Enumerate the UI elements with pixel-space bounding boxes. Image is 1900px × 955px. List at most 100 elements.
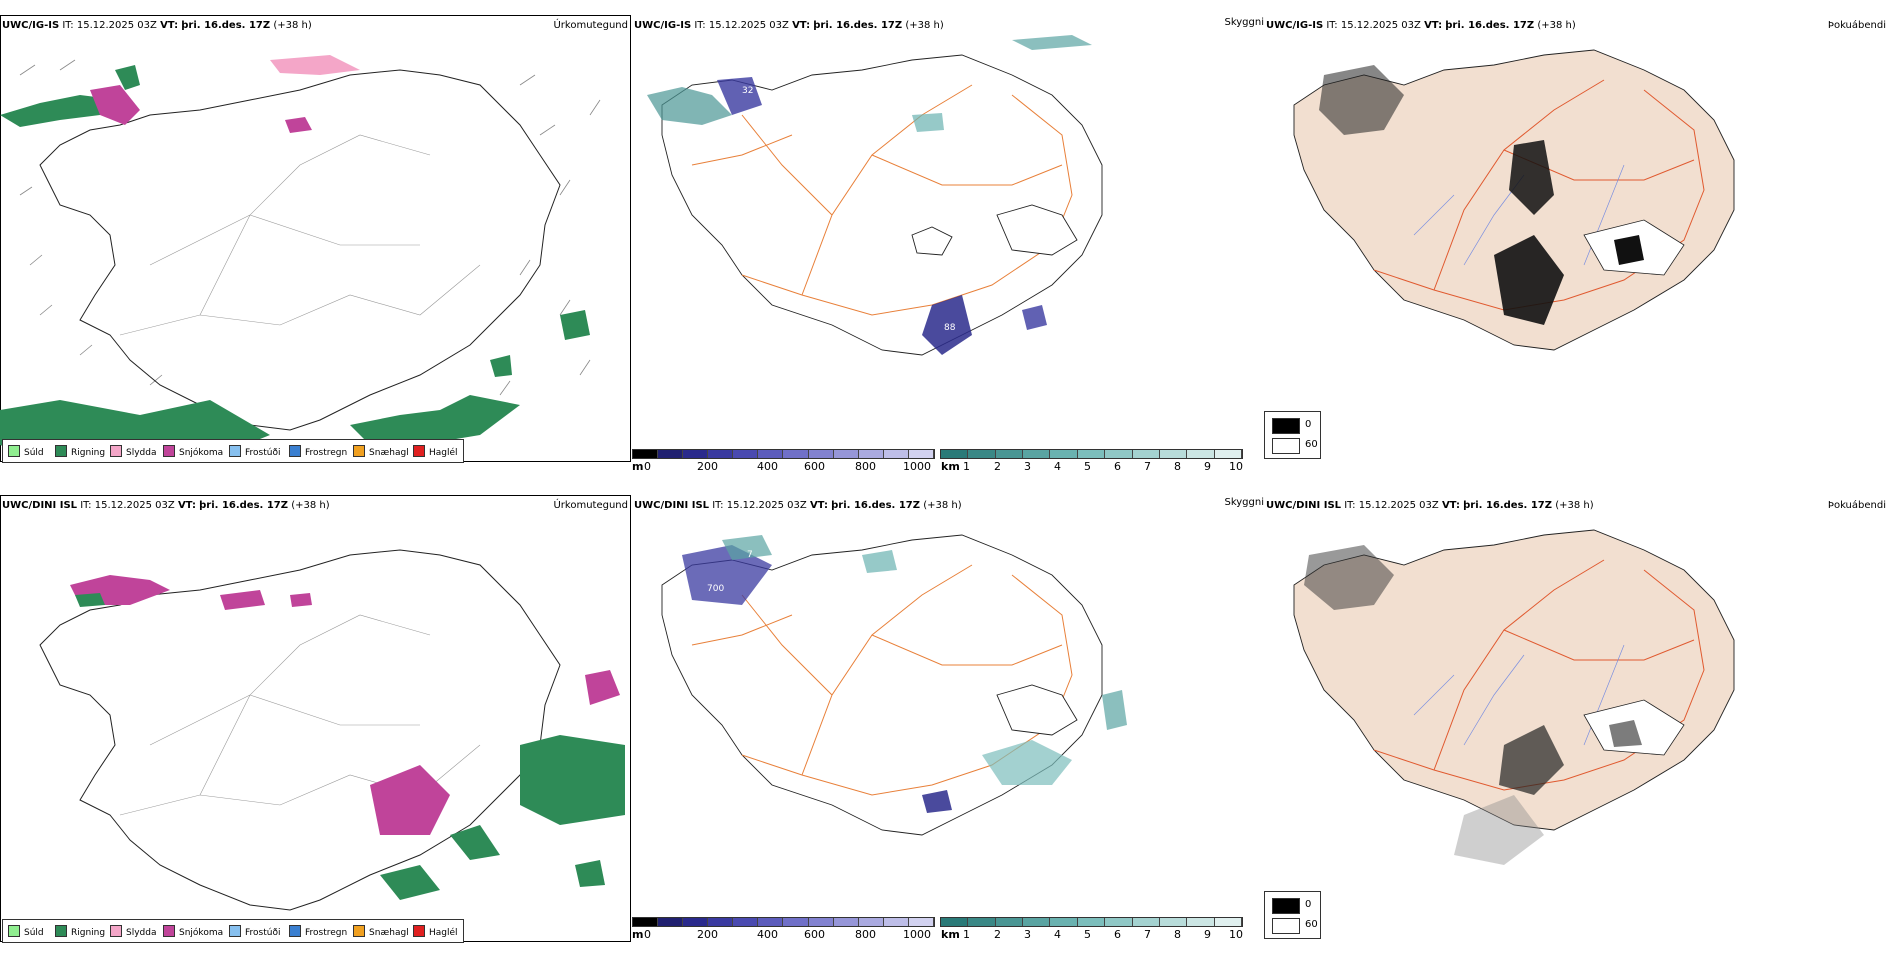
legend-label: Haglél [429,928,458,938]
it-label: IT: [1344,500,1356,511]
colorbar-segment [883,918,909,926]
colorbar-segment [1159,918,1188,926]
visibility-tick: 10 [1229,928,1243,941]
lead-time: (+38 h) [291,500,330,511]
legend-swatch [229,925,241,937]
precip-panel-bottom: UWC/DINI ISL IT: 15.12.2025 03Z VT: þri.… [0,495,632,955]
colorbar-segment [658,450,684,458]
visibility-tick: 10 [1229,460,1243,473]
panel-title: UWC/IG-IS IT: 15.12.2025 03Z VT: þri. 16… [2,20,312,31]
ceiling-tick: 800 [855,928,876,941]
vt-label: VT: [1441,500,1460,511]
colorbar-segment [1077,918,1106,926]
legend-swatch [289,445,301,457]
vt-label: VT: [177,500,196,511]
lead-time: (+38 h) [923,500,962,511]
ceiling-tick: 0 [644,928,651,941]
visibility-unit: km [941,928,960,941]
legend-item: Frostregn [289,445,347,458]
map-value-label: 700 [707,584,724,594]
fog-label: 0 [1305,899,1312,910]
map-value-label: 7 [747,550,753,560]
colorbar-segment [908,450,934,458]
lead-time: (+38 h) [1555,500,1594,511]
lead-time: (+38 h) [273,20,312,31]
fog-label: 60 [1305,919,1318,930]
map-value-label: 88 [944,323,956,333]
vt-value: þri. 16.des. 17Z [1463,500,1552,511]
variable-name: Skyggni [1224,17,1264,28]
legend-label: Haglél [429,448,458,458]
colorbar-segment [733,918,759,926]
visibility-tick: 9 [1204,928,1211,941]
legend-swatch [289,925,301,937]
roads [691,84,1073,316]
colorbar-segment [941,918,969,926]
precip-areas [0,55,590,455]
legend-item: Súld [8,445,44,458]
variable-name: Úrkomutegund [553,500,628,511]
colorbar-segment [1132,450,1160,458]
colorbar-segment [908,918,934,926]
colorbar-segment [995,450,1024,458]
it-value: 15.12.2025 03Z [726,500,807,511]
colorbar-segment [1159,450,1188,458]
fog-areas [1319,65,1685,325]
legend-label: Frostúði [245,448,281,458]
colorbar-segment [633,450,659,458]
visibility-tick: 6 [1114,460,1121,473]
ceiling-tick: 600 [804,460,825,473]
iceland-outline [661,54,1103,356]
rivers [1413,644,1625,746]
panel-title: UWC/DINI ISL IT: 15.12.2025 03Z VT: þri.… [2,500,330,511]
colorbar-segment [858,450,884,458]
colorbar-segment [783,918,809,926]
it-label: IT: [62,20,74,31]
visibility-tick: 7 [1144,928,1151,941]
ceiling-unit: m [632,460,644,473]
visibility-tick: 5 [1084,928,1091,941]
roads [119,614,481,816]
colorbar-segment [1214,918,1242,926]
colorbar-segment [783,450,809,458]
panel-title: UWC/DINI ISL IT: 15.12.2025 03Z VT: þri.… [1266,500,1594,511]
legend-item: Slydda [110,445,156,458]
legend-item: Haglél [413,925,458,938]
legend-item: Frostúði [229,445,280,458]
variable-name: Skyggni [1224,497,1264,508]
fog-swatch [1272,918,1300,934]
legend-swatch [55,445,67,457]
legend-label: Súld [24,448,44,458]
colorbar-segment [1023,450,1051,458]
legend-item: Snæhagl [353,925,409,938]
legend-swatch [110,925,122,937]
ceiling-tick: 1000 [903,928,931,941]
fog-label: 60 [1305,439,1318,450]
legend-item: Snjókoma [163,445,223,458]
model-name: UWC/DINI ISL [1266,500,1342,511]
visibility-tick: 3 [1024,460,1031,473]
legend-swatch [353,925,365,937]
legend-label: Súld [24,928,44,938]
it-label: IT: [712,500,724,511]
visibility-panel-bottom: 7 700 UWC/DINI ISL IT: 15.12.2025 03Z VT… [632,495,1264,955]
visibility-tick: 4 [1054,460,1061,473]
iceland-land [1293,529,1735,831]
colorbar-segment [995,918,1024,926]
colorbar-segment [808,450,834,458]
model-name: UWC/IG-IS [1266,20,1324,31]
variable-name: Þokuábendi [1827,20,1886,31]
colorbar-segment [633,918,659,926]
colorbar-segment [658,918,684,926]
fog-label: 0 [1305,419,1312,430]
precip-map-top [0,55,601,455]
colorbar-segment [708,918,734,926]
legend-swatch [55,925,67,937]
ceiling-tick: 200 [697,460,718,473]
vt-value: þri. 16.des. 17Z [831,500,920,511]
legend-item: Rigning [55,445,105,458]
colorbar-segment [1050,918,1078,926]
iceland-outline [39,549,561,911]
fog-panel-bottom: UWC/DINI ISL IT: 15.12.2025 03Z VT: þri.… [1264,495,1896,955]
ceiling-tick: 1000 [903,460,931,473]
